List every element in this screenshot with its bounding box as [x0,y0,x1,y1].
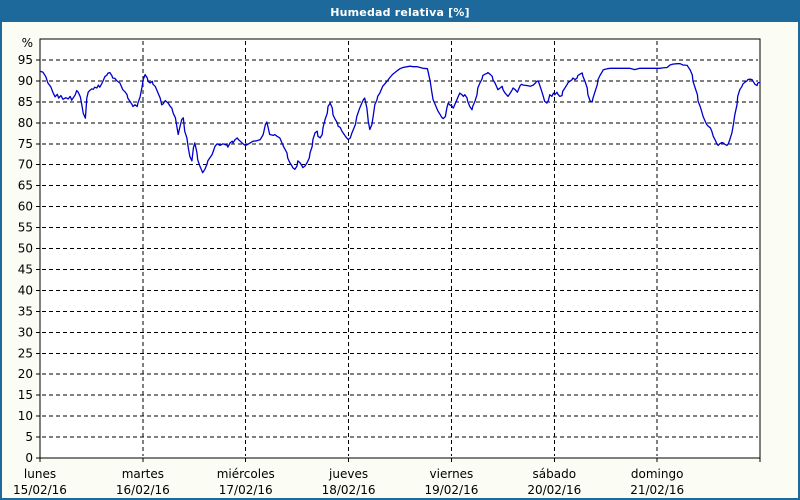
day-label: martes [122,467,164,481]
y-tick-label: 80 [18,116,33,130]
y-tick-label: 0 [25,451,33,465]
y-tick-label: 35 [18,304,33,318]
day-label: sábado [533,467,577,481]
date-label: 17/02/16 [219,483,273,497]
date-label: 16/02/16 [116,483,170,497]
y-tick-label: 60 [18,200,33,214]
y-tick-label: 40 [18,283,33,297]
day-label: lunes [24,467,56,481]
y-tick-label: 70 [18,158,33,172]
window-title: Humedad relativa [%] [330,5,470,19]
chart-area: 0 5 10 15 20 25 30 35 40 45 50 55 60 65 70 75 80 85 90 95% l… [2,22,798,498]
date-label: 20/02/16 [527,483,581,497]
y-axis-unit-label: % [22,36,33,50]
y-tick-label: 10 [18,409,33,423]
date-label: 18/02/16 [322,483,376,497]
day-label: viernes [430,467,474,481]
y-tick-label: 5 [25,430,33,444]
date-label: 21/02/16 [630,483,684,497]
y-tick-label: 85 [18,95,33,109]
y-tick-label: 55 [18,221,33,235]
y-tick-label: 25 [18,346,33,360]
window-title-bar: Humedad relativa [%] [2,2,798,22]
humidity-chart: 0 5 10 15 20 25 30 35 40 45 50 55 60 65 70 75 80 85 90 95% l… [13,36,761,497]
day-label: jueves [328,467,368,481]
y-tick-label: 75 [18,137,33,151]
y-tick-label: 50 [18,242,33,256]
y-tick-label: 20 [18,367,33,381]
date-label: 19/02/16 [424,483,478,497]
humidity-series-line [39,63,761,174]
y-tick-label: 15 [18,388,33,402]
y-tick-label: 90 [18,74,33,88]
day-label: domingo [631,467,684,481]
y-tick-label: 95 [18,53,33,67]
y-tick-label: 30 [18,325,33,339]
day-label: miércoles [217,467,275,481]
y-tick-label: 45 [18,262,33,276]
y-tick-label: 65 [18,179,33,193]
date-label: 15/02/16 [13,483,67,497]
